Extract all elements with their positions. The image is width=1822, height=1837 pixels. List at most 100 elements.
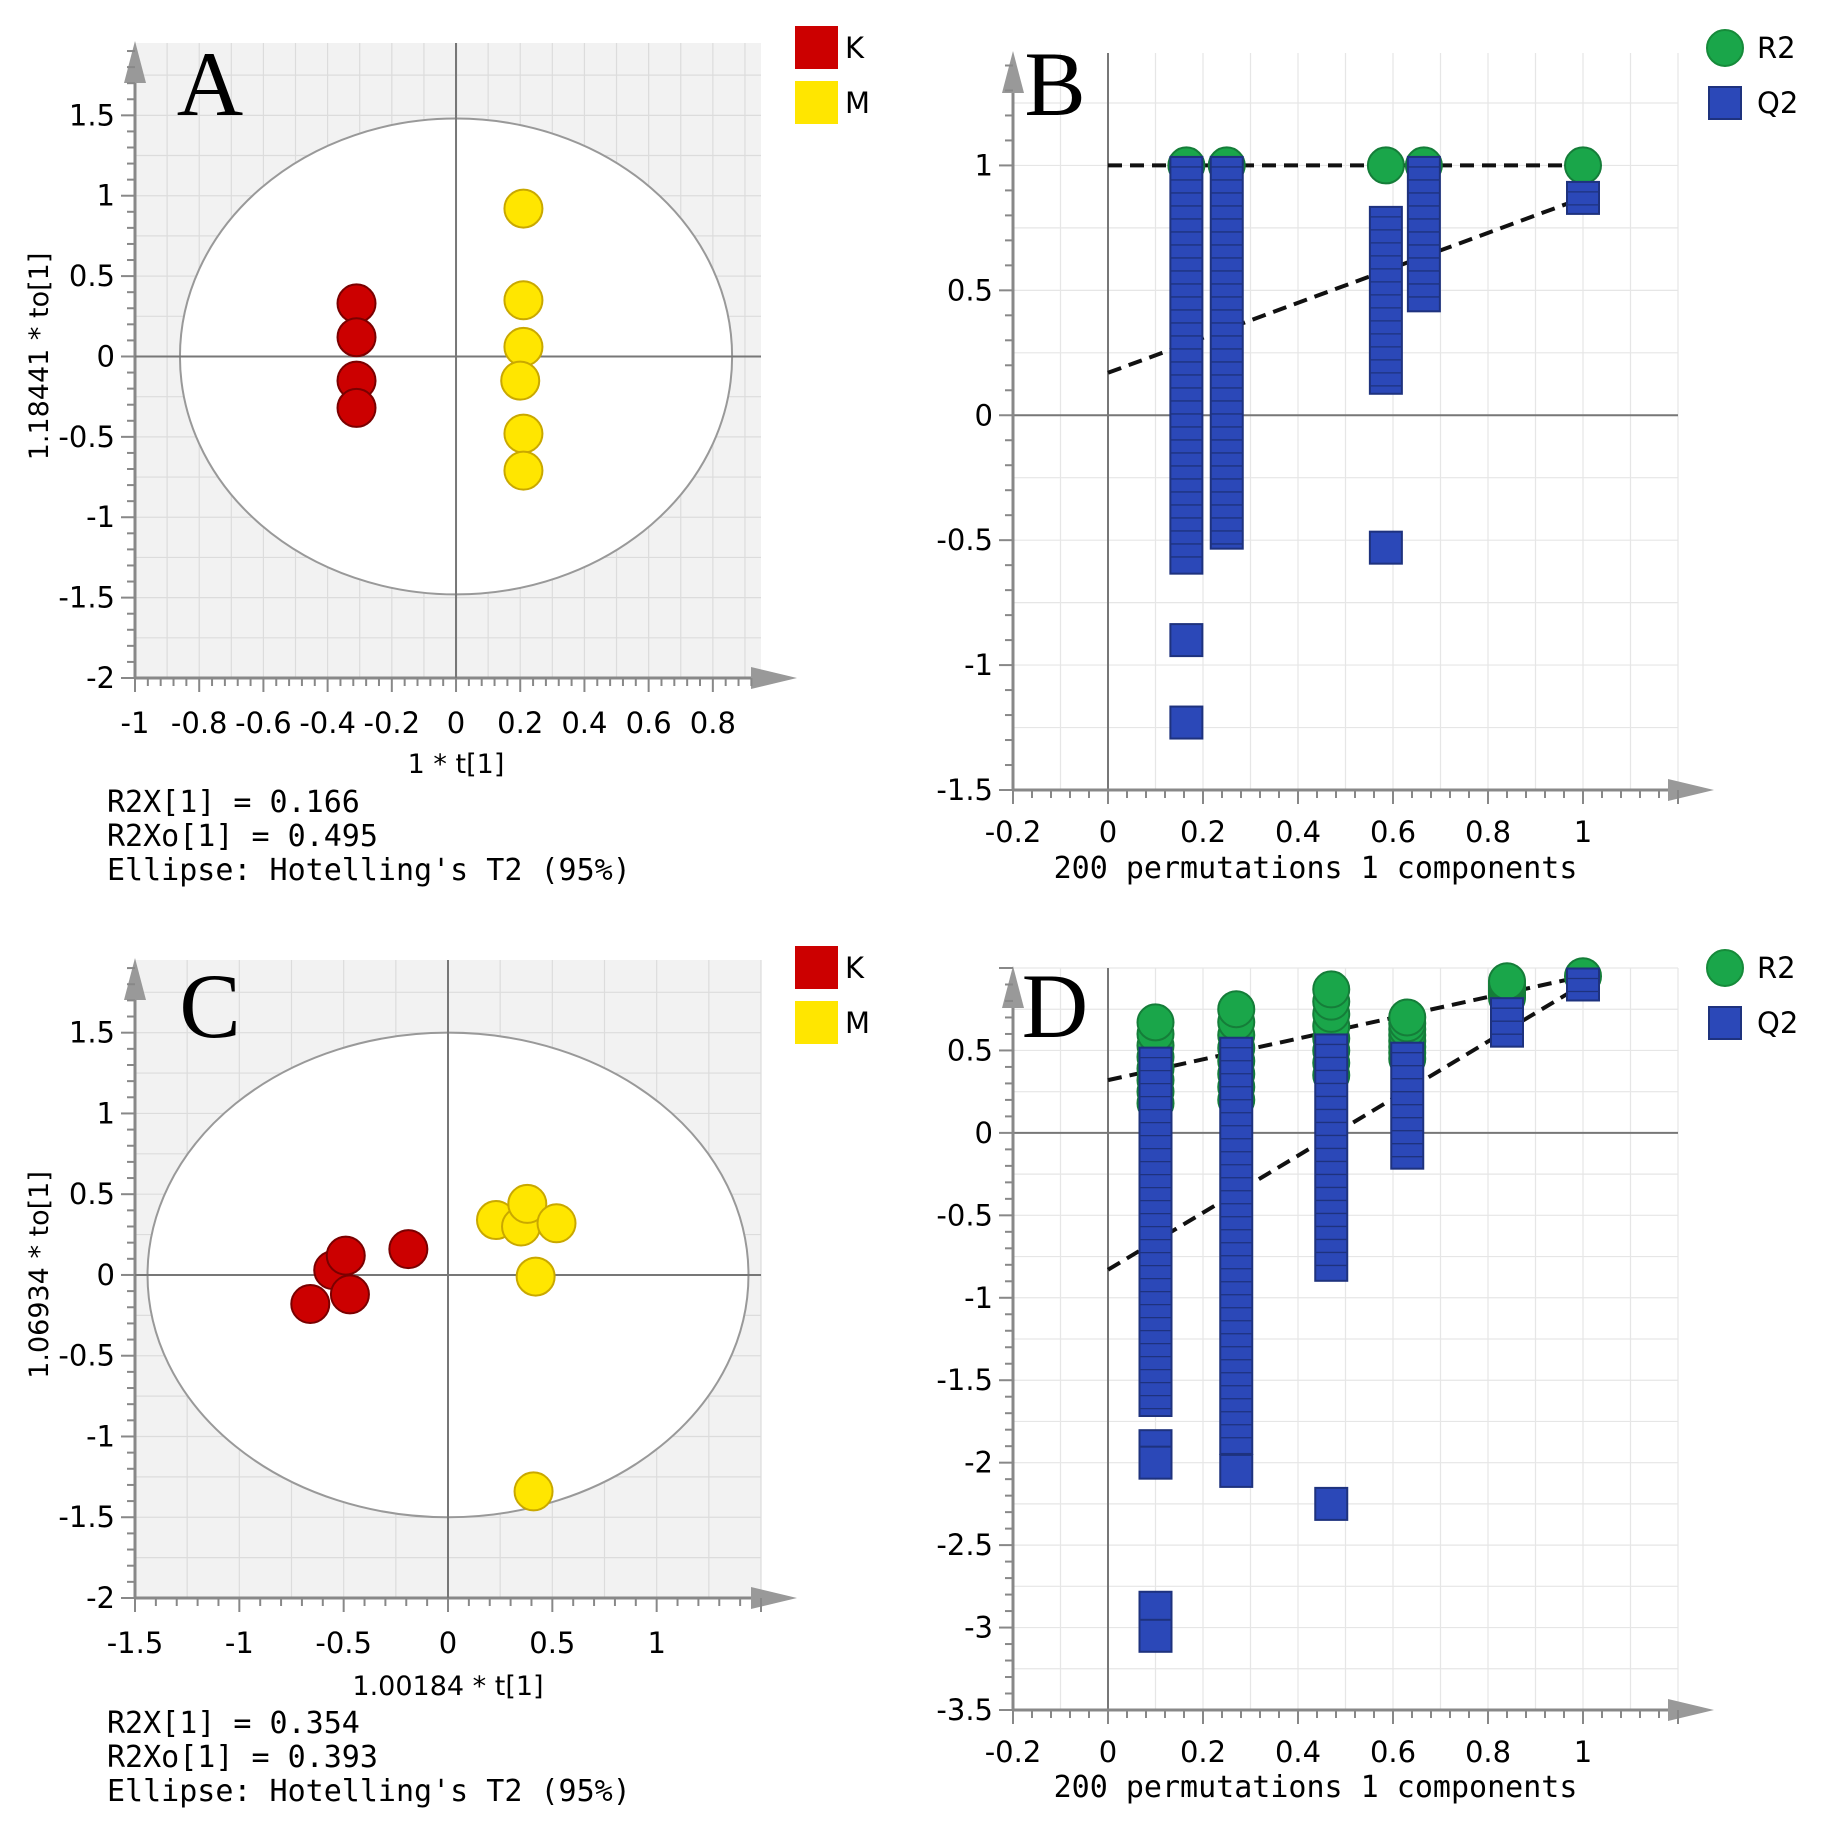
- legend-swatch: [795, 26, 838, 69]
- x-axis-label: 200 permutations 1 components: [1054, 1770, 1578, 1805]
- y-tick-label: -3: [964, 1611, 993, 1645]
- x-tick-label: 0.2: [1180, 1735, 1226, 1769]
- q2-point-column: [1314, 1033, 1349, 1282]
- x-tick-label: -1: [225, 1626, 254, 1660]
- legend-label: Q2: [1757, 86, 1798, 120]
- data-point-k: [336, 317, 377, 358]
- legend-marker-square: [1708, 1006, 1742, 1040]
- panel-label: A: [177, 33, 243, 135]
- q2-point: [1169, 705, 1204, 740]
- legend-label: M: [845, 86, 870, 120]
- x-tick-label: -0.4: [299, 706, 356, 740]
- y-tick-label: -1.5: [58, 581, 115, 615]
- x-tick-label: 0.4: [561, 706, 607, 740]
- x-tick-label: 0: [1099, 815, 1117, 849]
- y-tick-label: -0.5: [58, 1339, 115, 1373]
- panel-d: -3.5 -3 -2.5 -2 -1.5 -1 -0.5 0 0.5 -0.2 0 0.2 0.4 0.6…: [936, 949, 1798, 1805]
- annotation-text: R2X[1] = 0.354: [107, 1706, 360, 1741]
- x-tick-label: 0.6: [626, 706, 672, 740]
- legend-swatch: [795, 1001, 838, 1044]
- x-tick-label: -1.5: [107, 1626, 164, 1660]
- x-tick-label: -0.2: [985, 815, 1042, 849]
- x-axis-arrow: [751, 1587, 797, 1609]
- x-tick-label: -0.6: [235, 706, 292, 740]
- y-tick-label: -1: [86, 1419, 115, 1453]
- q2-regression-line: [1107, 196, 1584, 375]
- y-tick-label: -1: [964, 648, 993, 682]
- y-tick-label: -0.5: [58, 420, 115, 454]
- x-axis-arrow: [1668, 1699, 1714, 1721]
- y-axis-label: 1.18441 * to[1]: [24, 253, 55, 461]
- y-axis-arrow: [1002, 51, 1024, 93]
- data-point-k: [388, 1229, 429, 1270]
- legend-label: K: [845, 31, 865, 65]
- y-tick-label: 1.5: [69, 1016, 115, 1050]
- y-axis-arrow: [124, 41, 146, 83]
- x-tick-label: 0: [439, 1626, 457, 1660]
- x-tick-label: 0.8: [1465, 815, 1511, 849]
- q2-point-column: [1219, 1036, 1254, 1455]
- data-point-m: [513, 1471, 554, 1512]
- x-tick-label: 0.8: [1465, 1735, 1511, 1769]
- y-tick-label: -2: [964, 1446, 993, 1480]
- x-tick-label: -0.2: [364, 706, 421, 740]
- legend-label: K: [845, 951, 865, 985]
- y-tick-label: 0: [975, 1116, 993, 1150]
- y-tick-label: 0: [97, 339, 115, 373]
- y-tick-label: 0: [975, 398, 993, 432]
- data-point-k: [290, 1284, 331, 1325]
- x-axis-label: 200 permutations 1 components: [1054, 851, 1578, 886]
- x-tick-label: 1: [1574, 1735, 1592, 1769]
- q2-point-column: [1490, 997, 1524, 1048]
- data-point-m: [503, 413, 544, 454]
- data-point-m: [500, 360, 541, 401]
- legend-swatch: [795, 81, 838, 124]
- r2-point: [1136, 1003, 1175, 1042]
- q2-point-column: [1368, 205, 1403, 395]
- q2-point-column: [1390, 1041, 1425, 1170]
- y-tick-label: 0.5: [947, 273, 993, 307]
- y-tick-label: 0.5: [69, 1177, 115, 1211]
- data-point-k: [325, 1235, 366, 1276]
- y-tick-label: -1: [964, 1281, 993, 1315]
- legend-label: R2: [1757, 31, 1796, 65]
- legend-label: Q2: [1757, 1006, 1798, 1040]
- panel-a: -2-1.5-1-0.500.511.5-1 -0.8 -0.6 -0.4 -0.2 0 0…: [24, 26, 870, 888]
- data-point-m: [503, 280, 544, 321]
- y-tick-label: -2: [86, 661, 115, 695]
- y-tick-label: 0.5: [69, 259, 115, 293]
- q2-point-column: [1566, 180, 1600, 215]
- legend-label: M: [845, 1006, 870, 1040]
- y-tick-label: 0.5: [947, 1033, 993, 1067]
- x-tick-label: 0.6: [1370, 815, 1416, 849]
- r2-point: [1366, 146, 1405, 185]
- q2-point: [1368, 530, 1403, 565]
- data-point-m: [515, 1256, 556, 1297]
- y-tick-label: -2: [86, 1581, 115, 1615]
- annotation-text: R2Xo[1] = 0.393: [107, 1740, 378, 1775]
- x-axis-arrow: [1668, 779, 1714, 801]
- y-tick-label: -1.5: [936, 773, 993, 807]
- r2-point: [1388, 998, 1427, 1037]
- q2-point-column: [1406, 155, 1441, 313]
- q2-point-column: [1209, 155, 1244, 550]
- legend-marker-circle: [1706, 949, 1744, 987]
- x-tick-label: -1: [121, 706, 150, 740]
- legend-label: R2: [1757, 951, 1796, 985]
- x-axis-arrow: [751, 667, 797, 689]
- y-tick-label: 1: [975, 148, 993, 182]
- r2-point: [1564, 146, 1602, 185]
- data-point-m: [503, 326, 544, 367]
- y-tick-label: -1: [86, 500, 115, 534]
- q2-point: [1138, 1618, 1173, 1653]
- data-point-k: [336, 387, 377, 428]
- q2-point: [1169, 623, 1204, 658]
- legend-marker-square: [1708, 86, 1742, 120]
- x-tick-label: -0.5: [315, 1626, 372, 1660]
- annotation-text: R2Xo[1] = 0.495: [107, 819, 378, 854]
- x-tick-label: 0: [447, 706, 465, 740]
- data-point-k: [329, 1274, 370, 1315]
- y-tick-label: -0.5: [936, 523, 993, 557]
- x-tick-label: -0.8: [171, 706, 228, 740]
